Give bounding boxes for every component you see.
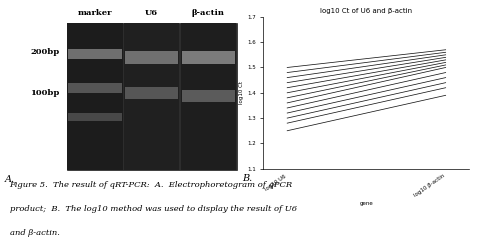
Y-axis label: log10 Ct: log10 Ct <box>240 81 244 104</box>
Bar <box>67 23 123 170</box>
Bar <box>68 113 122 121</box>
Text: Figure 5.  The result of qRT-PCR:  A.  Electrophoretogram of qPCR: Figure 5. The result of qRT-PCR: A. Elec… <box>10 181 293 189</box>
Bar <box>181 23 236 170</box>
Text: β-actin: β-actin <box>192 9 225 17</box>
Text: 200bp: 200bp <box>31 48 60 56</box>
Title: log10 Ct of U6 and β-actin: log10 Ct of U6 and β-actin <box>320 8 412 14</box>
Text: and β-actin.: and β-actin. <box>10 229 59 237</box>
Bar <box>67 23 237 170</box>
Bar <box>125 51 178 64</box>
Bar <box>68 49 122 60</box>
Text: B.: B. <box>242 174 252 182</box>
Text: 100bp: 100bp <box>31 89 60 97</box>
Text: marker: marker <box>78 9 112 17</box>
Bar <box>182 90 235 102</box>
Bar <box>124 23 180 170</box>
Bar <box>68 83 122 93</box>
X-axis label: gene: gene <box>360 201 373 206</box>
Bar <box>182 51 235 64</box>
Text: A.: A. <box>5 175 15 184</box>
Text: product;  B.  The log10 method was used to display the result of U6: product; B. The log10 method was used to… <box>10 205 297 213</box>
Text: U6: U6 <box>145 9 158 17</box>
Bar <box>125 87 178 99</box>
